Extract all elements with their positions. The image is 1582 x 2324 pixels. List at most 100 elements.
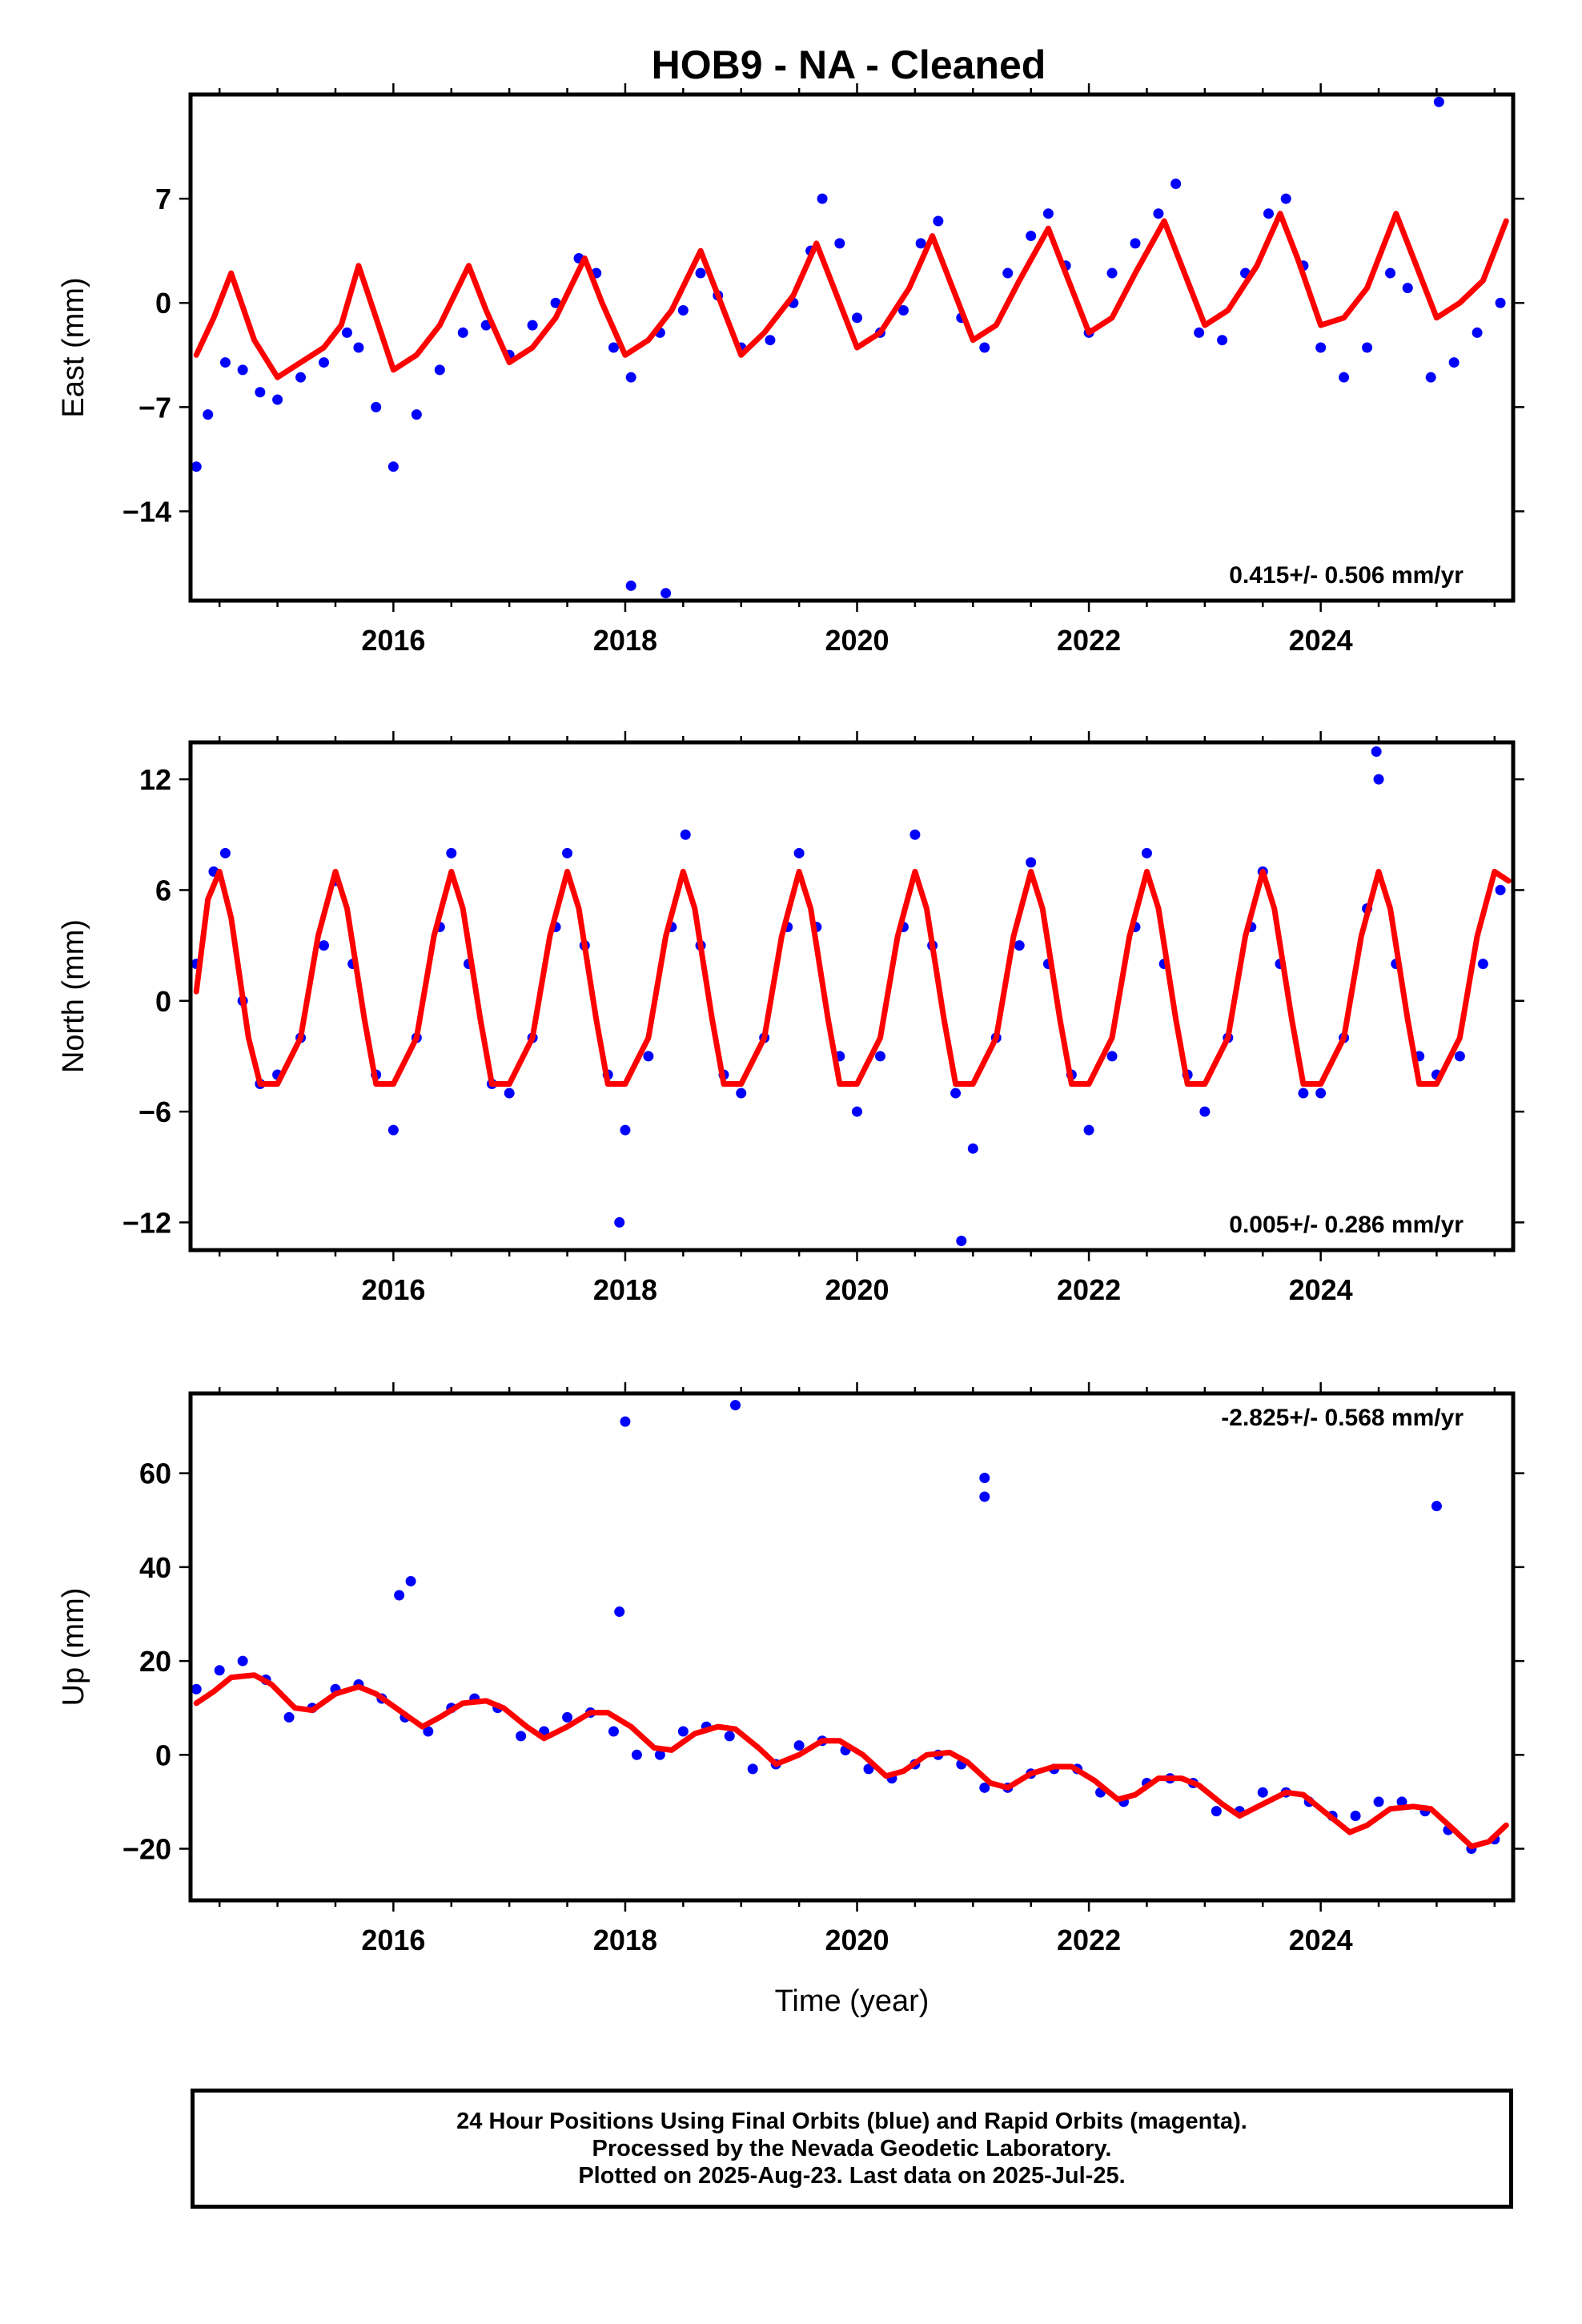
footer-line-1: 24 Hour Positions Using Final Orbits (bl… bbox=[456, 2109, 1247, 2134]
data-point bbox=[1199, 1106, 1211, 1117]
data-point bbox=[353, 342, 364, 353]
velocity-annotation: 0.415+/- 0.506 mm/yr bbox=[1229, 562, 1464, 589]
data-point bbox=[516, 1731, 527, 1742]
y-tick-label: 7 bbox=[155, 183, 171, 215]
data-point bbox=[1396, 1796, 1407, 1807]
data-point bbox=[909, 829, 921, 840]
north-panel: 2016 2018 2020 2022 2024 12 6 0 −6 −12 North (mm) 0… bbox=[57, 731, 1524, 1306]
data-point bbox=[979, 1782, 990, 1793]
data-point bbox=[1002, 267, 1014, 279]
data-point bbox=[1362, 342, 1373, 353]
data-point bbox=[793, 1740, 805, 1751]
x-tick-label: 2022 bbox=[1057, 1273, 1121, 1306]
data-point bbox=[1141, 847, 1152, 858]
model-fit-line bbox=[193, 1672, 1509, 1850]
data-point bbox=[834, 238, 845, 249]
footer-line-3: Plotted on 2025-Aug-23. Last data on 202… bbox=[578, 2163, 1126, 2189]
data-point bbox=[387, 461, 399, 472]
velocity-annotation: -2.825+/- 0.568 mm/yr bbox=[1221, 1405, 1464, 1431]
y-tick-label: −14 bbox=[122, 495, 171, 528]
data-point bbox=[956, 1235, 967, 1246]
data-point bbox=[680, 829, 691, 840]
data-point bbox=[1211, 1806, 1222, 1817]
data-point bbox=[1083, 1124, 1094, 1136]
data-point bbox=[255, 387, 266, 398]
data-point bbox=[341, 327, 352, 338]
data-point bbox=[897, 305, 909, 316]
x-tick-label: 2024 bbox=[1289, 624, 1353, 657]
plot-frame bbox=[188, 740, 1516, 1252]
data-point bbox=[614, 1606, 625, 1618]
data-point bbox=[1026, 231, 1037, 242]
data-point bbox=[1130, 238, 1141, 249]
x-tick-label: 2020 bbox=[825, 1273, 889, 1306]
data-point bbox=[1106, 1051, 1118, 1062]
data-point bbox=[967, 1143, 978, 1154]
data-layer bbox=[191, 1400, 1509, 1855]
data-point bbox=[191, 1683, 202, 1695]
data-point bbox=[1425, 372, 1436, 383]
panels-group: 2016 2018 2020 2022 2024 7 0 −7 −14 East (mm) 0.41… bbox=[57, 83, 1524, 2018]
x-tick-label: 2016 bbox=[361, 624, 425, 657]
data-point bbox=[405, 1575, 416, 1586]
x-axis-label: Time (year) bbox=[775, 1984, 930, 2018]
data-layer bbox=[191, 96, 1509, 599]
data-point bbox=[394, 1590, 405, 1601]
data-point bbox=[614, 1216, 625, 1228]
data-point bbox=[1153, 208, 1164, 219]
data-point bbox=[677, 1726, 689, 1737]
data-point bbox=[1194, 327, 1205, 338]
y-tick-label: 0 bbox=[155, 985, 171, 1018]
data-point bbox=[852, 312, 863, 324]
data-point bbox=[319, 357, 330, 368]
data-point bbox=[434, 364, 445, 376]
data-point bbox=[1472, 327, 1483, 338]
data-point bbox=[214, 1665, 225, 1676]
data-point bbox=[765, 335, 776, 346]
data-point bbox=[654, 1749, 665, 1760]
x-tick-label: 2016 bbox=[361, 1273, 425, 1306]
y-tick-label: 12 bbox=[139, 763, 171, 796]
data-point bbox=[219, 357, 231, 368]
data-point bbox=[1373, 774, 1384, 785]
footer-line-2: Processed by the Nevada Geodetic Laborat… bbox=[592, 2136, 1112, 2161]
east-panel: 2016 2018 2020 2022 2024 7 0 −7 −14 East (mm) 0.41… bbox=[57, 83, 1524, 657]
data-point bbox=[874, 1051, 885, 1062]
data-point bbox=[736, 1088, 747, 1099]
data-point bbox=[457, 327, 468, 338]
y-axis-label: North (mm) bbox=[57, 919, 90, 1073]
data-point bbox=[979, 342, 990, 353]
data-point bbox=[747, 1763, 758, 1775]
data-point bbox=[423, 1726, 434, 1737]
data-point bbox=[295, 372, 307, 383]
data-point bbox=[191, 461, 202, 472]
data-point bbox=[677, 305, 689, 316]
x-tick-label: 2018 bbox=[593, 1273, 657, 1306]
data-point bbox=[793, 847, 805, 858]
data-point bbox=[979, 1491, 990, 1502]
data-point bbox=[550, 297, 561, 308]
data-point bbox=[283, 1711, 295, 1723]
velocity-annotation: 0.005+/- 0.286 mm/yr bbox=[1229, 1212, 1464, 1238]
data-point bbox=[219, 847, 231, 858]
data-point bbox=[852, 1106, 863, 1117]
data-point bbox=[1385, 267, 1396, 279]
data-point bbox=[1170, 179, 1182, 190]
y-tick-label: −20 bbox=[122, 1833, 171, 1866]
data-point bbox=[1042, 208, 1054, 219]
data-point bbox=[933, 215, 944, 227]
data-point bbox=[1371, 746, 1382, 758]
data-point bbox=[1315, 1088, 1327, 1099]
data-point bbox=[387, 1124, 399, 1136]
data-point bbox=[527, 320, 538, 331]
data-point bbox=[979, 1473, 990, 1483]
x-tick-label: 2022 bbox=[1057, 624, 1121, 657]
x-tick-label: 2016 bbox=[361, 1924, 425, 1956]
chart-title: HOB9 - NA - Cleaned bbox=[652, 42, 1046, 87]
x-tick-label: 2018 bbox=[593, 624, 657, 657]
data-point bbox=[1495, 884, 1506, 895]
plot-frame bbox=[188, 1391, 1516, 1903]
data-point bbox=[1350, 1811, 1361, 1821]
model-fit-line bbox=[193, 211, 1509, 380]
